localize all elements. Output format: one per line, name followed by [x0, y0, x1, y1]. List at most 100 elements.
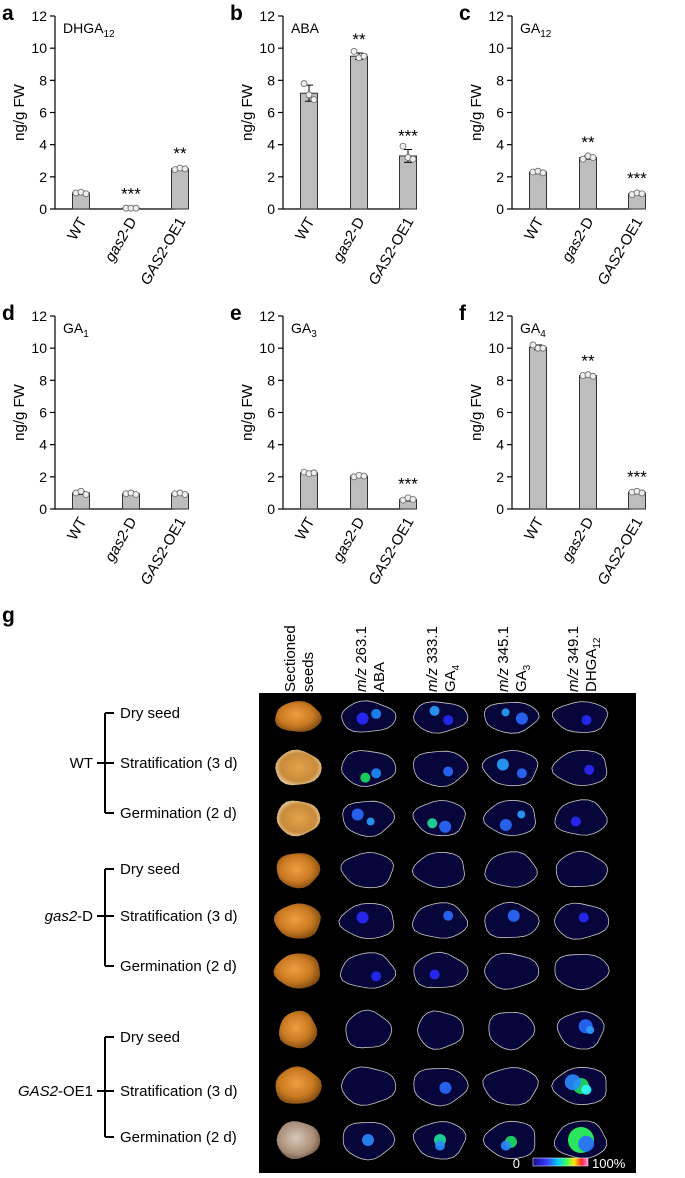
y-tick-label: 2 [496, 169, 504, 185]
seed-photo [276, 1121, 321, 1160]
seed-photo [276, 800, 321, 837]
ms-image-seed [483, 701, 540, 734]
data-point [132, 204, 140, 212]
ms-signal-hotspot [516, 768, 527, 779]
group-label: gas2-D [45, 908, 94, 925]
ms-signal-hotspot [443, 910, 454, 921]
ms-signal-hotspot [435, 1140, 445, 1151]
y-tick-label: 10 [259, 340, 275, 356]
ms-signal-hotspot [371, 708, 382, 719]
y-tick-label: 0 [496, 501, 504, 517]
bar [399, 155, 417, 210]
data-point [529, 341, 537, 349]
column-header-mz-line: m/z 333.1 [424, 626, 441, 692]
panel-letter: b [230, 2, 243, 25]
ms-signal-hotspot [371, 971, 382, 982]
y-tick-label: 10 [488, 40, 504, 56]
bar [171, 168, 189, 210]
data-point [360, 472, 368, 480]
column-header-compound: GA3 [513, 664, 533, 692]
x-tick-label: WT [292, 515, 318, 544]
y-tick-label: 0 [267, 201, 275, 217]
y-tick-label: 10 [31, 40, 47, 56]
panel-letter: e [230, 302, 242, 325]
x-tick-label: gas2-D [330, 214, 369, 265]
ms-image-seed [339, 952, 396, 989]
ms-signal-hotspot [427, 818, 438, 829]
ms-image-seed [488, 1012, 536, 1051]
charts-layer: a ng/g FW 0 2 4 6 8 10 12 DHGA12 WT *** gas2-D ** GAS2… [2, 2, 647, 588]
ms-signal-hotspot [500, 1140, 511, 1151]
x-tick-label: gas2-D [559, 514, 598, 565]
bar [350, 475, 368, 510]
data-point [310, 469, 318, 477]
column-header-mz-263: m/z 263.1 ABA [353, 626, 388, 692]
significance-label: ** [173, 144, 187, 163]
ms-signal-hotspot [570, 816, 581, 827]
ms-signal-hotspot [356, 911, 369, 924]
chart-title: GA12 [520, 20, 552, 40]
x-tick-label: WT [292, 215, 318, 244]
x-tick-label: GAS2-OE1 [594, 515, 646, 588]
column-header-mz-line: m/z 263.1 [353, 626, 370, 692]
ms-signal-hotspot [351, 808, 364, 821]
y-tick-label: 8 [267, 72, 275, 88]
bar [579, 375, 597, 510]
ms-signal-hotspot [578, 1135, 595, 1152]
ms-signal-hotspot [564, 1074, 581, 1091]
y-tick-label: 10 [31, 340, 47, 356]
bar [300, 92, 318, 210]
ms-image-seed [412, 800, 466, 837]
column-headers: Sectioned seeds m/z 263.1 ABA m/z 333.1 [282, 625, 603, 692]
y-axis-label: ng/g FW [11, 383, 28, 441]
chart-title: GA1 [63, 320, 89, 340]
bar [579, 157, 597, 210]
x-tick-label: WT [64, 215, 90, 244]
bar [529, 171, 547, 210]
ms-signal-hotspot [443, 715, 454, 726]
y-tick-label: 2 [496, 469, 504, 485]
data-point [638, 190, 646, 198]
data-point [82, 491, 90, 498]
ms-signal-hotspot [439, 1081, 452, 1094]
data-point [305, 91, 313, 99]
ms-signal-hotspot [356, 712, 369, 725]
x-tick-label: gas2-D [102, 514, 141, 565]
seed-photo [275, 1066, 322, 1104]
column-header-compound: DHGA12 [583, 637, 603, 692]
y-tick-label: 2 [39, 469, 47, 485]
significance-label: ** [581, 133, 595, 152]
x-tick-label: WT [64, 515, 90, 544]
y-tick-label: 0 [267, 501, 275, 517]
significance-label: *** [398, 126, 418, 145]
ms-signal-hotspot [581, 715, 592, 726]
data-point [181, 491, 189, 498]
chart-title: ABA [291, 20, 320, 36]
ms-image-seed [411, 851, 466, 889]
y-tick-label: 12 [31, 308, 47, 324]
y-tick-label: 6 [267, 405, 275, 421]
x-tick-label: gas2-D [330, 514, 369, 565]
x-tick-label: GAS2-OE1 [594, 215, 646, 288]
y-tick-label: 12 [488, 308, 504, 324]
y-tick-label: 6 [267, 105, 275, 121]
ms-signal-hotspot [515, 712, 528, 725]
stage-label: Stratification (3 d) [120, 908, 238, 925]
ms-image-seed [554, 954, 610, 991]
scale-max-label: 100% [592, 1156, 626, 1171]
ms-image-seed [411, 902, 468, 939]
intensity-colorbar [532, 1157, 589, 1167]
y-tick-label: 4 [496, 437, 504, 453]
ms-image-seed [340, 1066, 397, 1106]
ms-signal-hotspot [496, 758, 509, 771]
stage-label: Germination (2 d) [120, 1129, 237, 1146]
data-point [181, 165, 189, 173]
column-header-sectioned-seeds: Sectioned seeds [282, 625, 317, 692]
column-header-compound: ABA [371, 662, 388, 692]
data-point [589, 154, 597, 161]
ms-signal-hotspot [507, 909, 520, 922]
column-header-line2: seeds [300, 652, 317, 692]
ms-signal-hotspot [586, 1026, 595, 1034]
ms-signal-hotspot [429, 705, 440, 716]
